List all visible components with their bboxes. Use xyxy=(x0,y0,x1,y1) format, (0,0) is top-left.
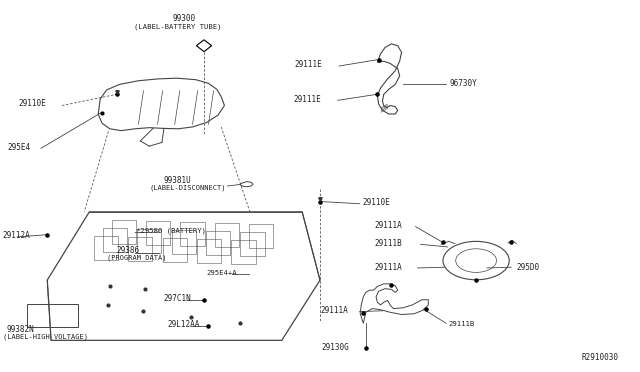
Point xyxy=(421,307,431,312)
Point xyxy=(204,323,214,328)
Point xyxy=(236,320,246,326)
Text: 99382N: 99382N xyxy=(6,325,34,334)
Bar xyxy=(94,236,118,260)
Text: 29111A: 29111A xyxy=(374,221,402,230)
Bar xyxy=(241,232,264,256)
Bar xyxy=(146,221,170,245)
Text: R2910030: R2910030 xyxy=(581,353,618,362)
Bar xyxy=(197,239,221,263)
Bar xyxy=(206,231,230,255)
Text: 295E4: 295E4 xyxy=(8,143,31,152)
Text: 295E4+A: 295E4+A xyxy=(207,270,237,276)
Point xyxy=(112,92,122,97)
Text: 29L12AA: 29L12AA xyxy=(167,320,200,329)
Text: *29580 (BATTERY): *29580 (BATTERY) xyxy=(136,228,207,234)
Point xyxy=(358,310,369,316)
Bar xyxy=(163,238,187,262)
Text: (LABEL-BATTERY TUBE): (LABEL-BATTERY TUBE) xyxy=(134,24,221,31)
Point xyxy=(186,314,196,320)
Bar xyxy=(232,240,255,264)
Bar xyxy=(172,230,196,254)
Bar xyxy=(180,222,205,246)
Point xyxy=(315,199,325,205)
Text: 29111E: 29111E xyxy=(294,60,323,70)
Point xyxy=(438,239,448,245)
Text: 29130G: 29130G xyxy=(321,343,349,352)
Point xyxy=(361,345,371,351)
Point xyxy=(42,232,52,238)
Point xyxy=(140,286,150,292)
Text: 29111B: 29111B xyxy=(449,321,475,327)
Text: 29111B: 29111B xyxy=(374,239,402,248)
Bar xyxy=(27,304,78,327)
Bar xyxy=(215,223,239,247)
Point xyxy=(104,283,115,289)
Text: 297C1N: 297C1N xyxy=(164,294,191,303)
Text: 99300: 99300 xyxy=(172,13,195,22)
Text: 295D0: 295D0 xyxy=(516,263,540,272)
Text: (PROGRAM DATA): (PROGRAM DATA) xyxy=(106,255,166,261)
Text: 29111A: 29111A xyxy=(320,306,348,315)
Bar xyxy=(111,219,136,244)
Text: (LABEL-HIGH VOLTAGE): (LABEL-HIGH VOLTAGE) xyxy=(3,333,88,340)
Point xyxy=(97,110,107,116)
Text: 96730Y: 96730Y xyxy=(449,79,477,88)
Text: 29386: 29386 xyxy=(116,246,140,255)
Bar xyxy=(249,224,273,248)
Text: 29112A: 29112A xyxy=(3,231,31,240)
Point xyxy=(506,239,516,245)
Bar xyxy=(128,237,152,261)
Bar xyxy=(137,229,161,253)
Point xyxy=(374,57,384,63)
Text: 29110E: 29110E xyxy=(363,198,390,207)
Point xyxy=(199,297,209,303)
Text: 99381U: 99381U xyxy=(164,176,191,185)
Point xyxy=(138,308,148,314)
Point xyxy=(372,92,383,97)
Text: (LABEL-DISCONNECT): (LABEL-DISCONNECT) xyxy=(149,185,226,192)
Text: 29111A: 29111A xyxy=(374,263,402,272)
Point xyxy=(471,277,481,283)
Point xyxy=(387,282,397,288)
Text: 29111E: 29111E xyxy=(293,95,321,104)
Text: 29110E: 29110E xyxy=(18,99,45,108)
Bar xyxy=(102,228,127,252)
Point xyxy=(103,302,113,308)
